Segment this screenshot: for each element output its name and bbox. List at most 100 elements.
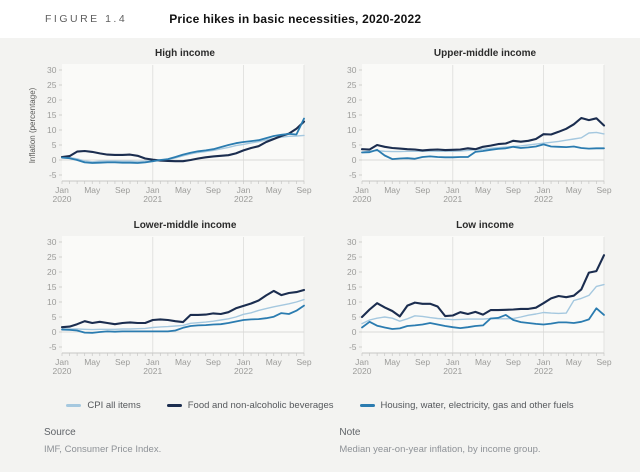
svg-text:-5: -5: [49, 170, 57, 180]
svg-text:May: May: [266, 185, 283, 195]
legend-label-cpi: CPI all items: [87, 400, 141, 411]
svg-text:10: 10: [347, 297, 357, 307]
housing-line-swatch-icon: [359, 404, 375, 407]
svg-text:2021: 2021: [443, 366, 462, 376]
svg-text:30: 30: [47, 65, 57, 75]
source-label: Source: [44, 427, 76, 438]
svg-text:May: May: [175, 357, 192, 367]
svg-text:Jan: Jan: [146, 185, 160, 195]
svg-text:25: 25: [47, 80, 57, 90]
charts-grid: High income 30 25 20 15 10 5 0 -5 Jan 2020 May Sep J…: [28, 46, 612, 384]
svg-text:25: 25: [47, 252, 57, 262]
note-text: Median year-on-year inflation, by income…: [339, 444, 541, 455]
svg-text:May: May: [566, 185, 583, 195]
svg-text:May: May: [175, 185, 192, 195]
legend-item-housing: Housing, water, electricity, gas and oth…: [359, 400, 574, 411]
chart-high-income: High income 30 25 20 15 10 5 0 -5 Jan 2020 May Sep J…: [28, 46, 312, 212]
svg-text:5: 5: [352, 140, 357, 150]
svg-text:Sep: Sep: [596, 357, 611, 367]
svg-text:Inflation (percentage): Inflation (percentage): [28, 87, 37, 163]
svg-text:15: 15: [47, 110, 57, 120]
svg-text:2022: 2022: [534, 194, 553, 204]
svg-text:-5: -5: [49, 342, 57, 352]
svg-text:May: May: [475, 357, 492, 367]
svg-text:2022: 2022: [534, 366, 553, 376]
figure-footer: Source IMF, Consumer Price Index. Note M…: [28, 427, 612, 455]
svg-text:-5: -5: [349, 342, 357, 352]
source-text: IMF, Consumer Price Index.: [44, 444, 162, 455]
svg-text:15: 15: [347, 110, 357, 120]
svg-text:Jan: Jan: [446, 357, 460, 367]
svg-text:Jan: Jan: [355, 185, 369, 195]
chart-lower-middle-income: Lower-middle income 30 25 20 15 10 5 0 -5 Jan 202…: [28, 218, 312, 384]
svg-text:May: May: [84, 357, 101, 367]
svg-text:25: 25: [347, 252, 357, 262]
svg-text:Sep: Sep: [296, 357, 311, 367]
chart-title-upper-middle-income: Upper-middle income: [433, 48, 537, 59]
svg-text:5: 5: [352, 312, 357, 322]
chart-upper-middle-income: Upper-middle income 30 25 20 15 10 5 0 -5 Jan 202…: [328, 46, 612, 212]
svg-text:0: 0: [52, 327, 57, 337]
svg-text:20: 20: [47, 267, 57, 277]
svg-text:Jan: Jan: [355, 357, 369, 367]
svg-text:May: May: [384, 357, 401, 367]
chart-title-high-income: High income: [154, 48, 215, 59]
note-label: Note: [339, 427, 361, 438]
svg-text:Sep: Sep: [506, 357, 521, 367]
svg-text:Jan: Jan: [146, 357, 160, 367]
svg-text:Sep: Sep: [415, 357, 430, 367]
svg-text:Jan: Jan: [537, 357, 551, 367]
svg-text:30: 30: [47, 237, 57, 247]
svg-text:May: May: [84, 185, 101, 195]
legend-label-food: Food and non-alcoholic beverages: [187, 400, 334, 411]
legend-label-housing: Housing, water, electricity, gas and oth…: [380, 400, 574, 411]
svg-text:20: 20: [347, 95, 357, 105]
svg-text:Sep: Sep: [115, 185, 130, 195]
svg-text:2020: 2020: [53, 366, 72, 376]
svg-text:Jan: Jan: [55, 357, 69, 367]
svg-text:20: 20: [47, 95, 57, 105]
svg-text:0: 0: [52, 155, 57, 165]
svg-text:20: 20: [347, 267, 357, 277]
svg-text:Sep: Sep: [296, 185, 311, 195]
svg-text:0: 0: [352, 155, 357, 165]
svg-text:2021: 2021: [143, 366, 162, 376]
svg-text:2020: 2020: [53, 194, 72, 204]
food-line-swatch-icon: [166, 404, 182, 407]
svg-text:May: May: [384, 185, 401, 195]
svg-text:May: May: [475, 185, 492, 195]
svg-text:May: May: [266, 357, 283, 367]
source-block: Source IMF, Consumer Price Index.: [44, 427, 339, 455]
svg-text:Jan: Jan: [446, 185, 460, 195]
chart-low-income: Low income 30 25 20 15 10 5 0 -5 Jan 2020 May Sep Ja…: [328, 218, 612, 384]
svg-text:2021: 2021: [143, 194, 162, 204]
svg-text:Sep: Sep: [206, 185, 221, 195]
svg-text:2022: 2022: [234, 194, 253, 204]
svg-text:10: 10: [347, 125, 357, 135]
svg-text:10: 10: [47, 125, 57, 135]
legend: CPI all items Food and non-alcoholic bev…: [28, 400, 612, 411]
svg-text:2021: 2021: [443, 194, 462, 204]
svg-text:Jan: Jan: [237, 185, 251, 195]
figure-title: Price hikes in basic necessities, 2020-2…: [169, 12, 422, 26]
svg-text:Sep: Sep: [415, 185, 430, 195]
legend-item-food: Food and non-alcoholic beverages: [166, 400, 334, 411]
cpi-line-swatch-icon: [66, 404, 82, 407]
figure-number: FIGURE 1.4: [45, 13, 128, 25]
svg-text:Sep: Sep: [206, 357, 221, 367]
svg-text:Jan: Jan: [537, 185, 551, 195]
chart-title-lower-middle-income: Lower-middle income: [133, 220, 237, 231]
chart-title-low-income: Low income: [456, 220, 514, 231]
svg-text:30: 30: [347, 237, 357, 247]
svg-text:5: 5: [52, 140, 57, 150]
svg-text:-5: -5: [349, 170, 357, 180]
svg-text:5: 5: [52, 312, 57, 322]
svg-text:10: 10: [47, 297, 57, 307]
svg-text:Sep: Sep: [596, 185, 611, 195]
svg-text:25: 25: [347, 80, 357, 90]
svg-text:Sep: Sep: [115, 357, 130, 367]
